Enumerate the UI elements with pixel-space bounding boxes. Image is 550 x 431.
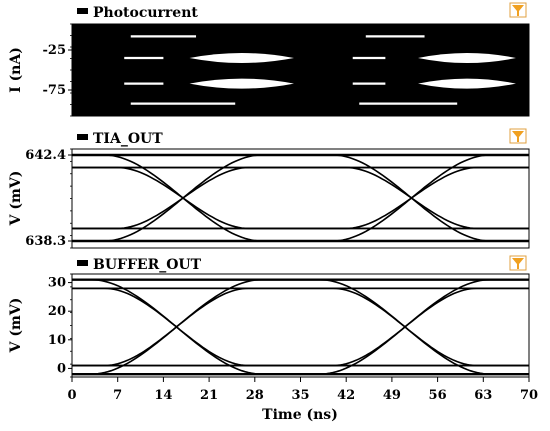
tia-out-title: TIA_OUT [93,131,163,147]
x-tick-label: 63 [474,388,492,403]
x-tick-label: 14 [154,388,172,403]
eye-trace-falling [72,154,529,242]
tia-out-panel: TIA_OUT 642.4 638.3 V (mV) [8,128,530,249]
x-tick-label: 0 [67,388,76,403]
y-tick-label: 638.3 [25,234,66,249]
y-tick-label: 20 [48,304,66,319]
photocurrent-title: Photocurrent [93,5,198,21]
y-tick-label: -25 [43,43,67,58]
x-tick-label: 56 [429,388,447,403]
photocurrent-y-axis-label: I (nA) [8,47,24,93]
buffer-out-y-axis-label: V (mV) [8,298,24,354]
photocurrent-streak [418,53,516,63]
eye-trace-falling [72,287,529,367]
buffer-out-x-ticks: 0 7 14 21 28 35 42 49 56 63 70 [67,377,538,403]
y-tick-label: 642.4 [25,148,66,163]
y-tick-label: -75 [43,83,67,98]
eye-trace-rising [72,278,529,375]
eye-trace-rising [72,287,529,367]
x-tick-label: 21 [200,388,218,403]
photocurrent-y-ticks: -25 -75 [43,23,72,117]
photocurrent-filter-icon[interactable] [509,2,527,18]
buffer-out-x-axis-label: Time (ns) [262,407,338,423]
tia-out-traces [72,153,529,243]
y-tick-label: 0 [57,361,66,376]
photocurrent-streak [189,53,294,63]
x-tick-label: 49 [383,388,401,403]
eye-trace-falling [72,278,529,375]
buffer-out-plot-area [71,273,530,378]
tia-out-y-ticks: 642.4 638.3 [25,148,72,249]
tia-out-plot-area [71,148,530,249]
y-tick-label: 30 [48,276,66,291]
photocurrent-panel: Photocurrent -25 -75 I (nA) [8,2,530,117]
buffer-out-title: BUFFER_OUT [93,257,202,273]
photocurrent-streak [189,78,294,89]
tia-out-filter-icon[interactable] [509,128,527,144]
x-tick-label: 7 [113,388,122,403]
eye-trace-rising [72,154,529,242]
photocurrent-legend-swatch [77,8,88,14]
tia-out-legend-swatch [77,134,88,140]
photocurrent-traces [124,35,516,105]
x-tick-label: 70 [520,388,538,403]
x-tick-label: 35 [291,388,309,403]
eye-trace-falling [72,166,529,230]
buffer-out-filter-icon[interactable] [509,255,527,271]
x-tick-label: 42 [337,388,355,403]
photocurrent-plot-area [71,23,530,117]
buffer-out-legend-swatch [77,260,88,266]
buffer-out-traces [72,278,529,376]
eye-trace-rising [72,166,529,230]
tia-out-y-axis-label: V (mV) [8,171,24,227]
x-tick-label: 28 [246,388,264,403]
buffer-out-y-ticks: 30 20 10 0 [48,273,72,378]
y-tick-label: 10 [48,333,66,348]
photocurrent-streak [418,78,516,89]
